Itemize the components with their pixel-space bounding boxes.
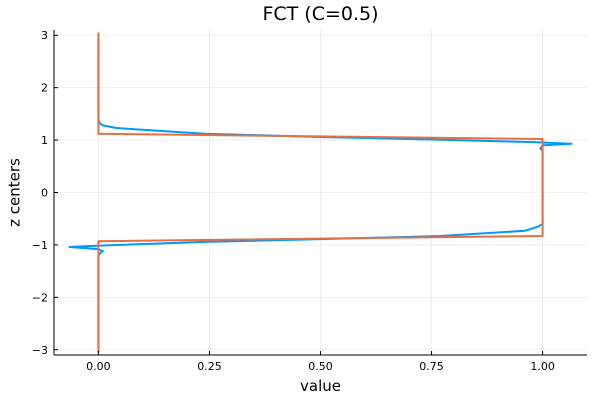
x-tick-label: 1.00 <box>530 360 555 373</box>
y-ticks: −3 −2 −1 0 1 2 3 <box>32 29 58 357</box>
series-layer <box>68 32 573 353</box>
y-tick-label: 1 <box>41 134 48 147</box>
y-tick-label: −1 <box>32 239 48 252</box>
y-tick-label: 2 <box>41 82 48 95</box>
chart-title: FCT (C=0.5) <box>262 3 378 25</box>
y-tick-label: 0 <box>41 187 48 200</box>
x-tick-label: 0.00 <box>86 360 111 373</box>
x-tick-label: 0.75 <box>419 360 444 373</box>
series-2-line <box>97 32 544 353</box>
y-axis-label: z centers <box>6 158 24 227</box>
grid <box>54 30 587 355</box>
y-tick-label: −2 <box>32 291 48 304</box>
x-tick-label: 0.25 <box>197 360 222 373</box>
x-axis-label: value <box>300 377 341 395</box>
y-tick-label: 3 <box>41 29 48 42</box>
x-ticks: 0.00 0.25 0.50 0.75 1.00 <box>86 351 555 373</box>
x-tick-label: 0.50 <box>308 360 333 373</box>
y-tick-label: −3 <box>32 344 48 357</box>
